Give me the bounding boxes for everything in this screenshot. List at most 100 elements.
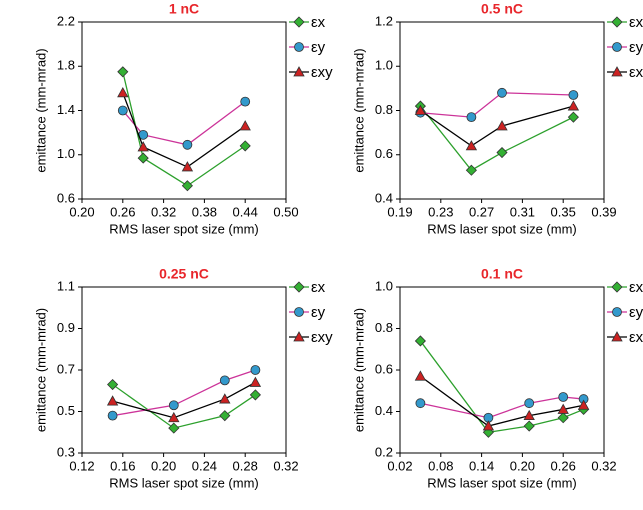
marker	[240, 96, 251, 107]
plot-frame	[399, 286, 605, 454]
x-axis-label: RMS laser spot size (mm)	[109, 475, 259, 490]
x-tick-label: 0.39	[591, 204, 616, 219]
legend-marker	[293, 331, 305, 342]
y-tick-label: 1.2	[375, 13, 393, 28]
x-tick-label: 0.16	[110, 458, 135, 473]
marker	[496, 146, 508, 159]
marker	[577, 399, 590, 410]
marker	[117, 86, 129, 98]
chart-title: 0.25 nC	[159, 266, 209, 282]
legend-label: εx	[629, 14, 643, 31]
x-tick-label: 0.24	[192, 458, 217, 473]
x-tick-label: 0.20	[151, 458, 176, 473]
y-tick-label: 0.6	[375, 146, 393, 161]
y-tick-label: 0.8	[375, 102, 393, 117]
legend-symbol	[611, 281, 623, 293]
series-line	[419, 105, 574, 172]
marker	[523, 409, 535, 421]
marker	[567, 100, 580, 111]
x-tick-label: 0.20	[510, 458, 535, 473]
legend-marker	[611, 16, 623, 28]
y-axis-label: emittance (mm-mrad)	[33, 308, 48, 432]
marker	[465, 140, 478, 151]
marker	[219, 375, 230, 386]
legend-label: εxy	[311, 329, 333, 346]
series-line	[420, 92, 574, 118]
y-tick-label: 0.4	[375, 190, 393, 205]
series-line	[112, 383, 256, 429]
marker	[250, 365, 261, 375]
marker	[557, 403, 569, 414]
legend-label: εy	[311, 304, 326, 321]
marker	[106, 395, 119, 406]
legend-symbol	[293, 16, 305, 28]
chart-title: 0.5 nC	[481, 1, 523, 17]
y-tick-label: 0.8	[375, 320, 393, 335]
legend-marker	[293, 16, 305, 28]
x-tick-label: 0.27	[469, 204, 494, 219]
legend-marker	[611, 66, 623, 77]
marker	[568, 90, 579, 100]
marker	[414, 335, 426, 347]
x-tick-label: 0.26	[110, 204, 135, 219]
legend-symbol	[612, 307, 622, 317]
marker	[168, 422, 180, 434]
legend-marker	[612, 42, 622, 52]
marker	[137, 152, 149, 164]
x-axis-label: RMS laser spot size (mm)	[427, 221, 577, 236]
marker	[137, 141, 149, 152]
y-tick-label: 0.6	[57, 190, 75, 205]
legend-label: εy	[311, 39, 326, 56]
marker	[239, 120, 251, 131]
x-tick-label: 0.44	[233, 204, 258, 219]
marker	[482, 420, 495, 431]
legend-label: εx	[629, 279, 643, 296]
legend-label: εy	[629, 39, 643, 56]
x-tick-label: 0.14	[469, 458, 494, 473]
x-tick-label: 0.12	[69, 458, 94, 473]
legend-symbol	[612, 42, 622, 52]
series-line	[420, 105, 574, 147]
legend-marker	[293, 281, 305, 293]
y-tick-label: 1.0	[375, 278, 393, 293]
plot-frame	[399, 21, 605, 200]
legend-label: εx	[311, 14, 326, 31]
marker	[249, 376, 262, 387]
marker	[219, 393, 231, 404]
legend-symbol	[294, 42, 304, 52]
x-tick-label: 0.31	[510, 204, 535, 219]
x-tick-label: 0.26	[551, 458, 576, 473]
marker	[107, 410, 118, 421]
x-tick-label: 0.20	[69, 204, 94, 219]
marker	[168, 400, 179, 411]
marker	[181, 180, 193, 192]
x-axis-label: RMS laser spot size (mm)	[109, 221, 259, 236]
legend-symbol	[611, 16, 623, 28]
subplot: 0.19 0.23 0.27 0.31 0.35 0.39 0.4 0.6 0.8 1.0 1.2 0…	[351, 1, 643, 237]
x-tick-label: 0.02	[387, 458, 412, 473]
marker	[557, 412, 569, 424]
chart-title: 0.1 nC	[481, 266, 523, 282]
legend-symbol	[293, 66, 305, 77]
y-tick-label: 1.4	[57, 102, 75, 117]
subplot: 0.20 0.26 0.32 0.38 0.44 0.50 0.6 1.0 1.4 1.8 2.2 1…	[33, 1, 333, 237]
x-tick-label: 0.32	[591, 458, 616, 473]
chart-title: 1 nC	[169, 1, 199, 17]
y-axis-label: emittance (mm-mrad)	[33, 48, 48, 172]
legend-label: εx	[311, 279, 326, 296]
legend-label: εxy	[311, 64, 333, 81]
y-tick-label: 1.0	[375, 58, 393, 73]
x-tick-label: 0.38	[192, 204, 217, 219]
marker	[182, 139, 193, 150]
marker	[219, 410, 231, 422]
marker	[117, 105, 128, 116]
marker	[497, 87, 507, 98]
marker	[239, 140, 251, 152]
x-tick-label: 0.19	[387, 204, 412, 219]
marker	[414, 370, 427, 381]
legend-label: εy	[629, 304, 643, 321]
marker	[168, 411, 180, 423]
marker	[496, 120, 508, 131]
